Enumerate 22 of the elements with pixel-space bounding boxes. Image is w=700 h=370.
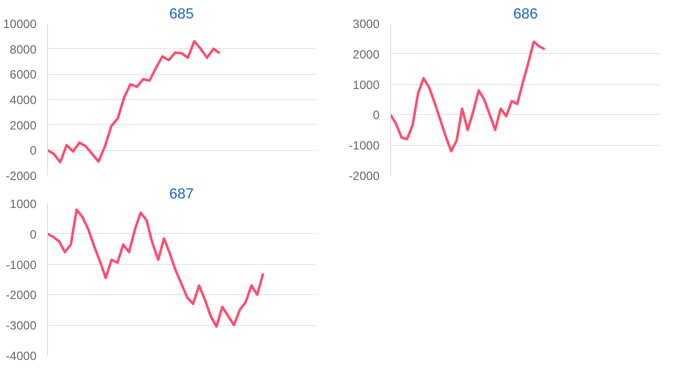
y-tick-label: -1000	[348, 138, 380, 153]
y-tick-label: 1000	[10, 197, 37, 211]
y-tick-label: 0	[30, 227, 37, 242]
y-tick-label: 2000	[10, 118, 37, 132]
y-tick-label: -2000	[348, 169, 380, 183]
y-tick-label: 0	[30, 144, 37, 158]
y-tick-label: 6000	[10, 68, 37, 82]
chart-title: 685	[169, 6, 194, 22]
y-tick-label: -2000	[6, 169, 37, 183]
y-tick-label: 1000	[352, 78, 380, 92]
y-tick-label: 4000	[10, 93, 37, 107]
y-tick-label: -2000	[6, 288, 37, 302]
y-tick-label: -1000	[6, 258, 37, 272]
y-tick-label: 0	[372, 108, 380, 122]
y-tick-label: -3000	[6, 318, 37, 333]
y-tick-label: 10000	[3, 17, 37, 31]
chart-title: 687	[169, 186, 194, 202]
y-tick-label: 8000	[10, 42, 37, 56]
chart-title: 686	[513, 6, 538, 22]
y-tick-label: 3000	[352, 17, 380, 31]
y-tick-label: 2000	[352, 47, 380, 62]
y-tick-label: -4000	[6, 349, 37, 363]
